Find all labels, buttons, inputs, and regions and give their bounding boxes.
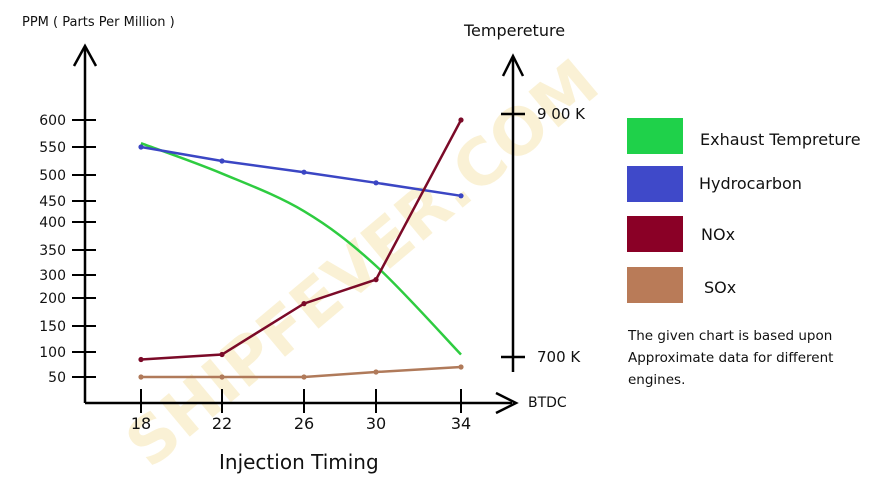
right-axis-title: Tempereture xyxy=(463,21,565,40)
legend-label: Exhaust Tempreture xyxy=(700,130,861,149)
legend-label: SOx xyxy=(704,278,736,297)
x-tick-label: 18 xyxy=(131,414,151,433)
left-tick-label: 350 xyxy=(39,243,66,259)
left-tick-label: 550 xyxy=(39,140,66,156)
legend-item-nox: NOx xyxy=(627,216,735,252)
series-nox xyxy=(138,117,464,363)
data-point xyxy=(219,351,225,358)
series-hydrocarbon xyxy=(138,144,464,199)
x-axis-unit-label: BTDC xyxy=(528,395,567,411)
right-tick-label: 700 K xyxy=(537,348,581,366)
legend-item-sox: SOx xyxy=(627,267,736,303)
series-line xyxy=(140,141,462,356)
left-tick-label: 50 xyxy=(48,370,66,386)
series-line xyxy=(140,145,462,198)
data-point xyxy=(301,374,307,380)
legend-swatch xyxy=(627,166,683,202)
x-axis-ticks: 18 22 26 30 34 xyxy=(131,389,471,433)
right-axis: Tempereture 9 00 K 700 K xyxy=(463,21,586,372)
x-tick-label: 26 xyxy=(294,414,314,433)
left-tick-label: 100 xyxy=(39,345,66,361)
legend-swatch xyxy=(627,216,683,252)
left-axis-arrow xyxy=(72,43,98,67)
note-line: The given chart is based upon xyxy=(627,328,832,344)
legend-swatch xyxy=(627,118,683,154)
data-point xyxy=(373,180,379,186)
right-axis-ticks: 9 00 K 700 K xyxy=(501,105,586,366)
legend-swatch xyxy=(627,267,683,303)
right-tick-label: 9 00 K xyxy=(537,105,586,123)
note-line: engines. xyxy=(628,372,685,388)
left-tick-label: 150 xyxy=(39,319,66,335)
legend-label: NOx xyxy=(701,225,735,244)
x-axis-arrow xyxy=(495,391,519,415)
left-tick-label: 300 xyxy=(39,268,66,284)
right-axis-arrow xyxy=(501,53,525,77)
left-tick-label: 450 xyxy=(39,194,66,210)
left-tick-label: 200 xyxy=(39,291,66,307)
data-point xyxy=(458,193,464,199)
data-point xyxy=(138,374,144,380)
left-axis: PPM ( Parts Per Million ) 50 100 150 200 300… xyxy=(22,15,175,403)
series-sox xyxy=(138,364,464,380)
data-point xyxy=(301,169,307,175)
x-axis-title: Injection Timing xyxy=(219,450,379,474)
x-tick-label: 34 xyxy=(451,414,471,433)
data-point xyxy=(373,277,379,283)
data-point xyxy=(458,117,464,123)
left-axis-ticks: 50 100 150 200 300 350 400 450 500 550 600 xyxy=(39,113,96,386)
data-point xyxy=(301,301,307,307)
left-tick-label: 600 xyxy=(39,113,66,129)
data-point xyxy=(138,356,144,363)
x-axis: BTDC Injection Timing 18 22 26 30 34 xyxy=(85,389,567,474)
left-axis-title: PPM ( Parts Per Million ) xyxy=(22,15,175,30)
left-tick-label: 500 xyxy=(39,168,66,184)
data-point xyxy=(219,158,225,164)
legend-item-exhaust: Exhaust Tempreture xyxy=(627,118,861,154)
legend-label: Hydrocarbon xyxy=(699,174,802,193)
x-tick-label: 30 xyxy=(366,414,386,433)
data-point xyxy=(219,374,225,380)
x-tick-label: 22 xyxy=(212,414,232,433)
legend-item-hydrocarbon: Hydrocarbon xyxy=(627,166,802,202)
left-tick-label: 400 xyxy=(39,215,66,231)
data-point xyxy=(458,364,464,370)
series-exhaust-tempreture xyxy=(140,141,462,356)
chart-note: The given chart is based upon Approximat… xyxy=(627,328,833,388)
data-point xyxy=(373,369,379,375)
note-line: Approximate data for different xyxy=(628,350,833,366)
data-point xyxy=(138,144,144,150)
legend: Exhaust Tempreture Hydrocarbon NOx SOx xyxy=(627,118,861,303)
series-layer xyxy=(138,117,464,380)
